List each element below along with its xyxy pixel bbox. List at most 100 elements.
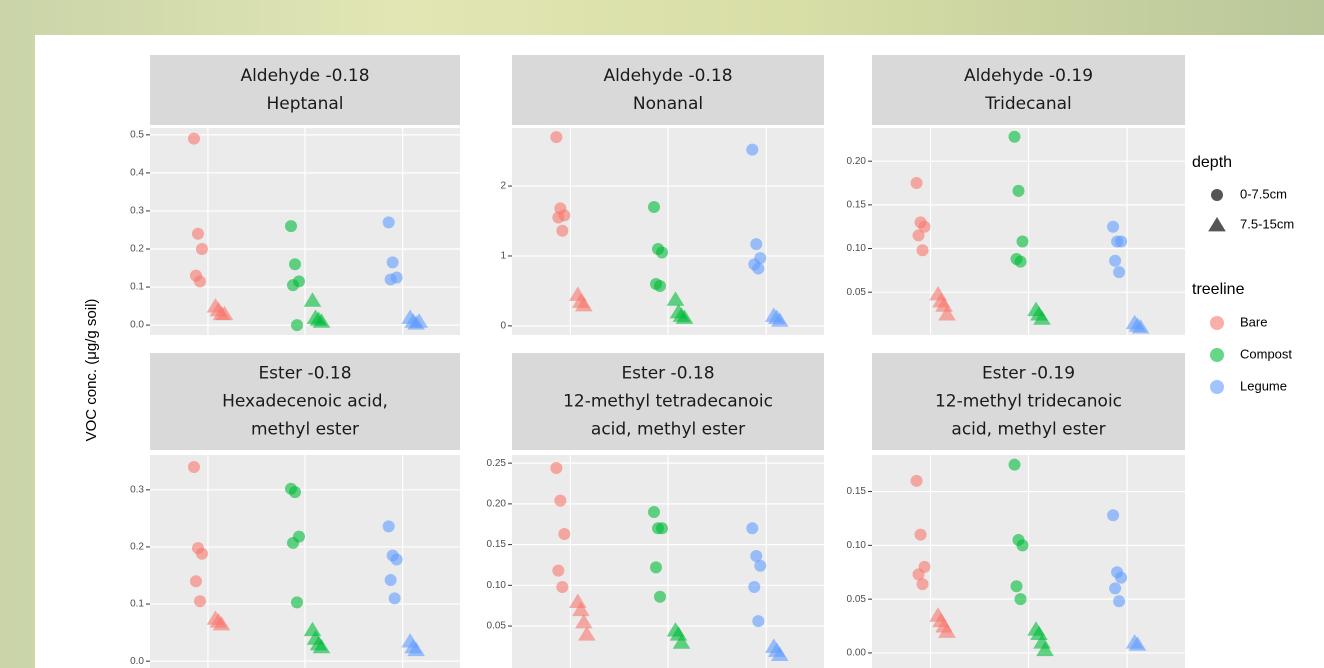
point bbox=[389, 592, 401, 604]
point bbox=[1017, 539, 1029, 551]
point bbox=[190, 575, 202, 587]
point bbox=[194, 275, 206, 287]
y-tick-label: 0.05 bbox=[847, 287, 867, 298]
point bbox=[291, 596, 303, 608]
y-tick-label: 0.25 bbox=[487, 458, 507, 469]
y-tick-label: 0.15 bbox=[847, 200, 867, 211]
point bbox=[648, 201, 660, 213]
y-tick-label: 0.20 bbox=[847, 156, 867, 167]
point bbox=[550, 131, 562, 143]
legend-key bbox=[1210, 316, 1224, 330]
strip-title: Aldehyde -0.18 bbox=[240, 66, 369, 86]
point bbox=[917, 244, 929, 256]
point bbox=[1009, 131, 1021, 143]
y-tick-label: 0.3 bbox=[130, 206, 144, 217]
point bbox=[287, 279, 299, 291]
y-tick-label: 0.05 bbox=[487, 621, 507, 632]
y-tick-label: 0.00 bbox=[847, 648, 867, 659]
strip-title: acid, methyl ester bbox=[951, 420, 1105, 440]
strip-title: Tridecanal bbox=[984, 94, 1072, 114]
point bbox=[1109, 582, 1121, 594]
point bbox=[746, 144, 758, 156]
point bbox=[289, 486, 301, 498]
point bbox=[192, 228, 204, 240]
point bbox=[556, 581, 568, 593]
point bbox=[1013, 185, 1025, 197]
point bbox=[289, 258, 301, 270]
y-tick-label: 0.4 bbox=[130, 168, 144, 179]
point bbox=[1011, 580, 1023, 592]
y-tick-label: 0.10 bbox=[847, 540, 867, 551]
point bbox=[750, 238, 762, 250]
point bbox=[1107, 221, 1119, 233]
y-tick-label: 0.2 bbox=[130, 542, 144, 553]
point bbox=[1113, 266, 1125, 278]
y-tick-label: 0.20 bbox=[487, 499, 507, 510]
y-tick-label: 2 bbox=[500, 181, 506, 192]
strip-title: Nonanal bbox=[633, 94, 703, 114]
legend-label: Legume bbox=[1240, 378, 1287, 393]
legend-label: Compost bbox=[1240, 346, 1292, 361]
y-axis-label: VOC conc. (μg/g soil) bbox=[83, 299, 100, 442]
point bbox=[554, 495, 566, 507]
point bbox=[385, 574, 397, 586]
strip-title: methyl ester bbox=[251, 420, 359, 440]
strip-title: Ester -0.18 bbox=[621, 364, 714, 384]
point bbox=[911, 177, 923, 189]
strip-title: acid, methyl ester bbox=[591, 420, 745, 440]
point bbox=[748, 581, 760, 593]
y-tick-label: 0.0 bbox=[130, 656, 144, 667]
point bbox=[1015, 256, 1027, 268]
point bbox=[746, 522, 758, 534]
point bbox=[752, 615, 764, 627]
point bbox=[1107, 509, 1119, 521]
y-tick-label: 0.10 bbox=[847, 243, 867, 254]
point bbox=[913, 229, 925, 241]
point bbox=[656, 522, 668, 534]
legend-title: treeline bbox=[1192, 281, 1245, 298]
legend-key bbox=[1210, 380, 1224, 394]
y-tick-label: 0.5 bbox=[130, 129, 144, 140]
point bbox=[552, 212, 564, 224]
point bbox=[911, 475, 923, 487]
point bbox=[558, 528, 570, 540]
point bbox=[654, 280, 666, 292]
point bbox=[188, 461, 200, 473]
point bbox=[391, 554, 403, 566]
point bbox=[196, 243, 208, 255]
strip-title: Ester -0.18 bbox=[258, 364, 351, 384]
strip-title: Heptanal bbox=[266, 94, 343, 114]
strip-title: 12-methyl tridecanoic bbox=[935, 392, 1122, 412]
legend-title: depth bbox=[1192, 154, 1232, 171]
point bbox=[754, 560, 766, 572]
point bbox=[287, 537, 299, 549]
point bbox=[196, 548, 208, 560]
strip-title: Ester -0.19 bbox=[982, 364, 1075, 384]
point bbox=[285, 220, 297, 232]
y-tick-label: 0.0 bbox=[130, 320, 144, 331]
point bbox=[1115, 236, 1127, 248]
y-tick-label: 0.15 bbox=[847, 486, 867, 497]
y-tick-label: 0.1 bbox=[130, 599, 144, 610]
point bbox=[385, 273, 397, 285]
point bbox=[188, 133, 200, 145]
y-tick-label: 0.15 bbox=[487, 539, 507, 550]
point bbox=[917, 578, 929, 590]
strip-title: Aldehyde -0.19 bbox=[964, 66, 1093, 86]
point bbox=[915, 529, 927, 541]
point bbox=[1113, 595, 1125, 607]
legend-key bbox=[1211, 189, 1223, 201]
strip-title: 12-methyl tetradecanoic bbox=[563, 392, 773, 412]
point bbox=[556, 225, 568, 237]
legend-label: 7.5-15cm bbox=[1240, 216, 1294, 231]
y-tick-label: 0.2 bbox=[130, 244, 144, 255]
legend-label: Bare bbox=[1240, 314, 1267, 329]
y-tick-label: 0.05 bbox=[847, 594, 867, 605]
strip-title: Aldehyde -0.18 bbox=[603, 66, 732, 86]
point bbox=[552, 565, 564, 577]
point bbox=[1109, 255, 1121, 267]
legend-key bbox=[1210, 348, 1224, 362]
point bbox=[194, 595, 206, 607]
point bbox=[550, 462, 562, 474]
point bbox=[752, 263, 764, 275]
